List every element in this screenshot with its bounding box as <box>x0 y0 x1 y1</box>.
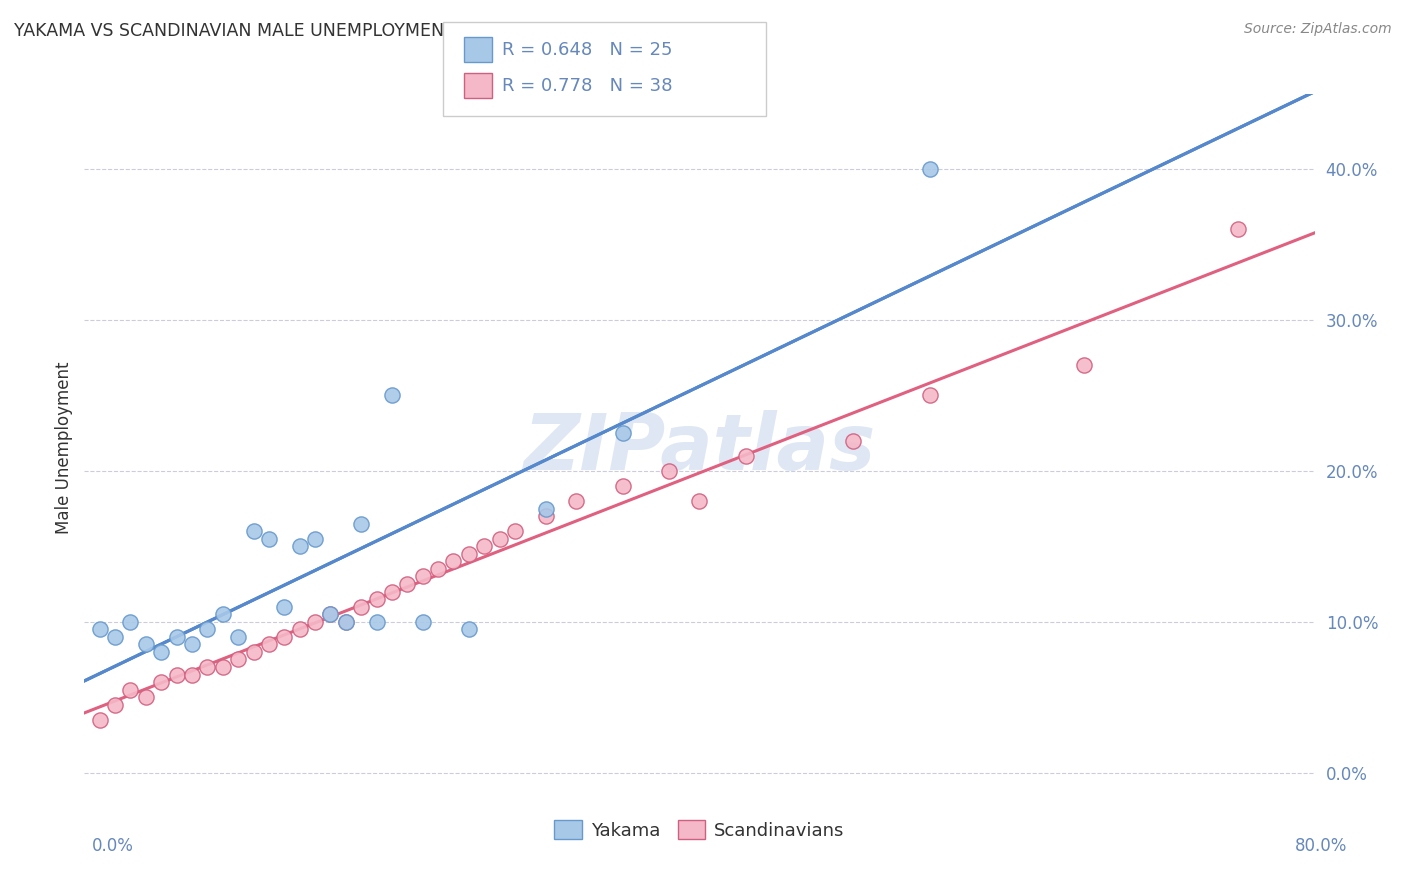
Point <box>150 675 173 690</box>
Point <box>288 622 311 636</box>
Point <box>150 645 173 659</box>
Point <box>181 667 204 681</box>
Point <box>457 622 479 636</box>
Point <box>457 547 479 561</box>
Point <box>734 449 756 463</box>
Point <box>288 539 311 553</box>
Point <box>381 388 404 402</box>
Point <box>427 562 450 576</box>
Point <box>211 607 233 622</box>
Point <box>366 592 388 607</box>
Point <box>350 599 373 614</box>
Point <box>257 637 280 651</box>
Legend: Yakama, Scandinavians: Yakama, Scandinavians <box>547 814 852 847</box>
Point <box>273 630 295 644</box>
Point <box>396 577 419 591</box>
Point <box>1073 358 1095 372</box>
Point <box>273 599 295 614</box>
Point <box>412 615 434 629</box>
Point <box>366 615 388 629</box>
Point <box>350 516 373 531</box>
Point <box>920 162 942 177</box>
Point <box>1226 222 1249 236</box>
Point <box>166 630 188 644</box>
Point <box>135 690 157 705</box>
Point <box>304 615 326 629</box>
Text: 0.0%: 0.0% <box>91 837 134 855</box>
Text: R = 0.648   N = 25: R = 0.648 N = 25 <box>502 41 672 59</box>
Point <box>120 682 142 697</box>
Point <box>104 698 127 712</box>
Point <box>612 479 634 493</box>
Point <box>381 584 404 599</box>
Point <box>89 622 111 636</box>
Point <box>534 509 557 524</box>
Y-axis label: Male Unemployment: Male Unemployment <box>55 362 73 534</box>
Text: YAKAMA VS SCANDINAVIAN MALE UNEMPLOYMENT CORRELATION CHART: YAKAMA VS SCANDINAVIAN MALE UNEMPLOYMENT… <box>14 22 650 40</box>
Point <box>242 524 264 539</box>
Point <box>565 494 588 508</box>
Point <box>166 667 188 681</box>
Point <box>443 554 465 568</box>
Point <box>488 532 510 546</box>
Point <box>104 630 127 644</box>
Point <box>612 426 634 441</box>
Point <box>335 615 357 629</box>
Point <box>242 645 264 659</box>
Point <box>197 622 219 636</box>
Point <box>120 615 142 629</box>
Text: Source: ZipAtlas.com: Source: ZipAtlas.com <box>1244 22 1392 37</box>
Text: R = 0.778   N = 38: R = 0.778 N = 38 <box>502 77 672 95</box>
Point <box>319 607 342 622</box>
Point <box>226 630 249 644</box>
Point <box>89 713 111 727</box>
Point <box>211 660 233 674</box>
Point <box>197 660 219 674</box>
Point <box>181 637 204 651</box>
Text: ZIPatlas: ZIPatlas <box>523 410 876 486</box>
Point <box>503 524 526 539</box>
Point <box>472 539 495 553</box>
Point <box>658 464 681 478</box>
Point <box>689 494 711 508</box>
Point <box>319 607 342 622</box>
Point <box>534 501 557 516</box>
Text: 80.0%: 80.0% <box>1295 837 1347 855</box>
Point <box>335 615 357 629</box>
Point <box>135 637 157 651</box>
Point <box>920 388 942 402</box>
Point <box>412 569 434 583</box>
Point <box>226 652 249 666</box>
Point <box>842 434 865 448</box>
Point <box>304 532 326 546</box>
Point <box>257 532 280 546</box>
